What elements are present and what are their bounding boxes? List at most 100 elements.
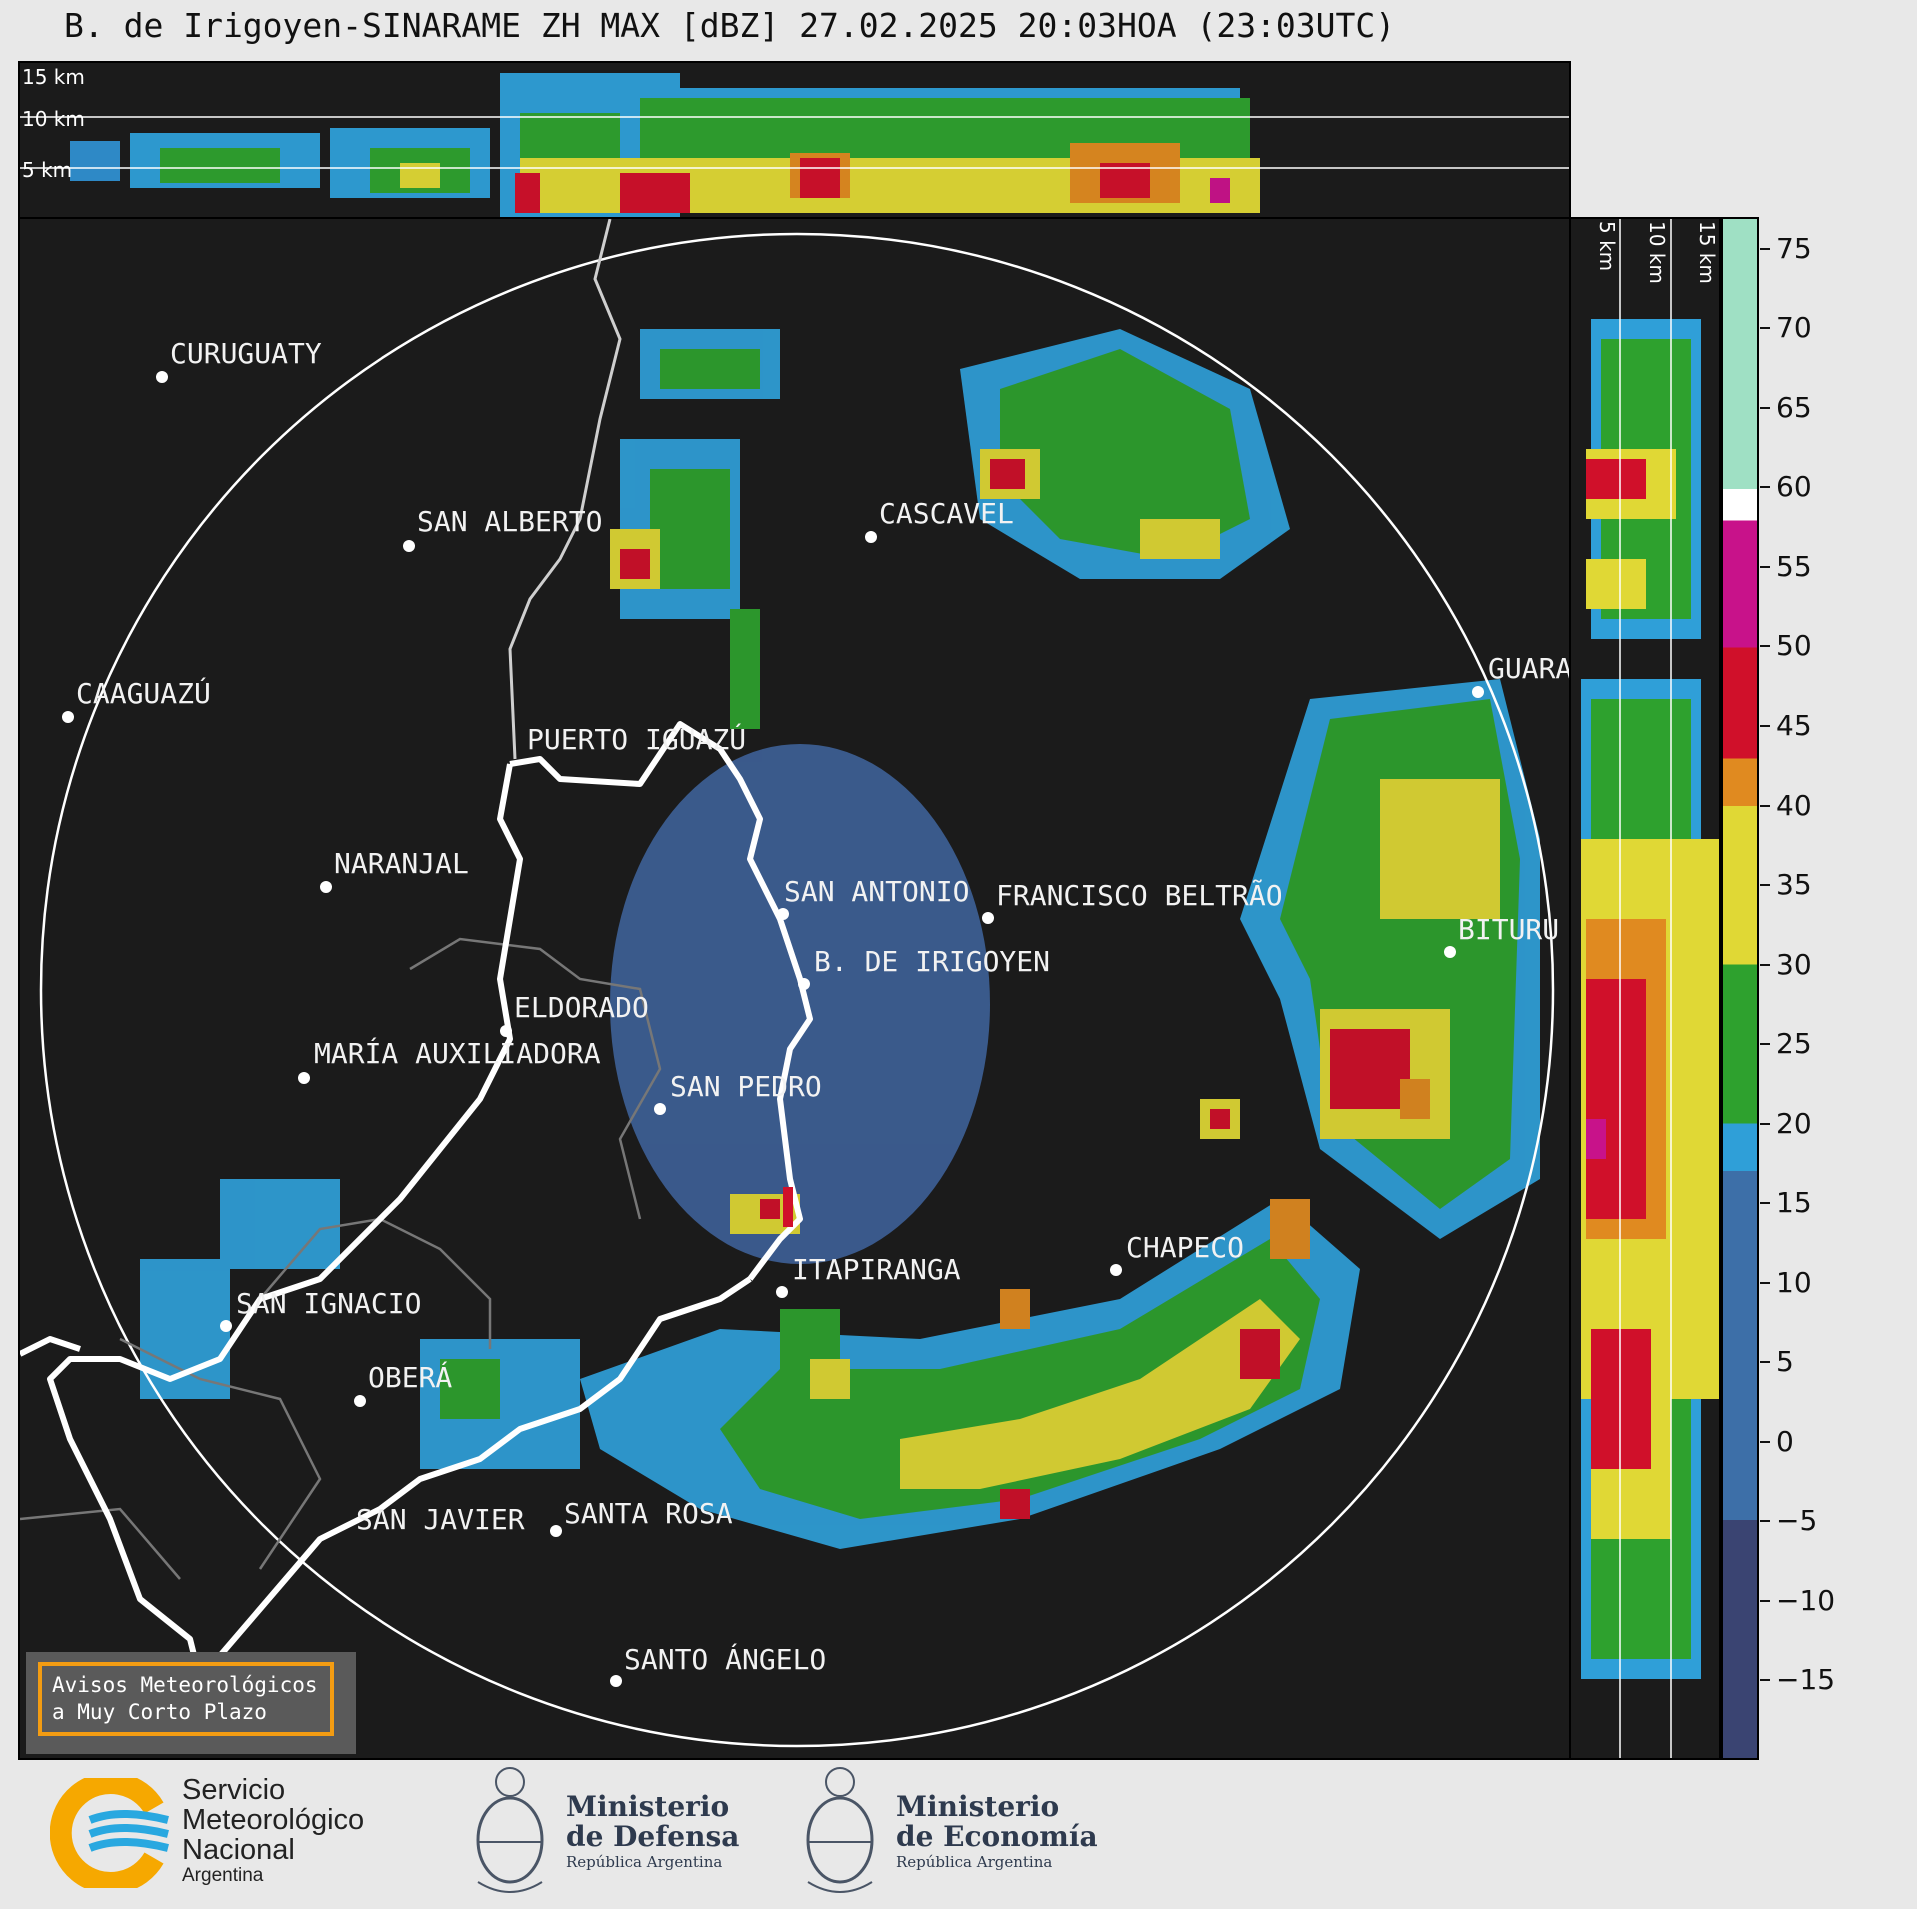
- colorbar-tick-mark: [1760, 1679, 1770, 1682]
- city-label-naranjal: NARANJAL: [334, 847, 469, 880]
- city-label-itapiranga: ITAPIRANGA: [792, 1253, 961, 1286]
- city-label-chapeco: CHAPECO: [1126, 1231, 1245, 1264]
- city-label-maria-auxiliadora: MARÍA AUXILIADORA: [314, 1037, 601, 1070]
- top-altitude-label-5: 5 km: [22, 158, 73, 182]
- smn-line-2: Meteorológico: [182, 1804, 365, 1836]
- colorbar-tick-label: 70: [1776, 311, 1812, 345]
- city-label-eldorado: ELDORADO: [514, 991, 649, 1024]
- colorbar-tick-mark: [1760, 1202, 1770, 1205]
- colorbar-tick-label: 40: [1776, 788, 1812, 822]
- colorbar-tick-label: 5: [1776, 1345, 1794, 1379]
- defensa-seal-icon: [470, 1762, 550, 1906]
- city-label-guara: GUARA: [1488, 652, 1571, 685]
- city-label-santo-angelo: SANTO ÁNGELO: [624, 1643, 827, 1676]
- city-dot-guara: [1472, 686, 1484, 698]
- economia-text: Ministerio de Economía República Argenti…: [896, 1792, 1098, 1872]
- colorbar-tick-mark: [1760, 804, 1770, 807]
- city-dot-b-de-irigoyen: [798, 978, 810, 990]
- smn-text: Servicio Meteorológico Nacional Argentin…: [182, 1775, 364, 1887]
- city-dot-santo-angelo: [610, 1675, 622, 1687]
- economia-line-3: República Argentina: [896, 1853, 1053, 1871]
- colorbar-tick-mark: [1760, 1599, 1770, 1602]
- city-dot-eldorado: [500, 1025, 512, 1037]
- city-label-san-pedro: SAN PEDRO: [670, 1070, 822, 1103]
- top-echo-profile: [20, 73, 1569, 217]
- colorbar-tick-mark: [1760, 884, 1770, 887]
- colorbar-tick-label: 45: [1776, 709, 1812, 743]
- smn-line-4: Argentina: [182, 1865, 264, 1886]
- side-echo-profile: [1581, 219, 1719, 1758]
- city-label-francisco-beltrao: FRANCISCO BELTRÃO: [996, 879, 1283, 912]
- city-label-caaguazu: CAAGUAZÚ: [76, 677, 211, 710]
- colorbar-tick-label: −5: [1776, 1504, 1818, 1538]
- colorbar-tick-label: 10: [1776, 1265, 1812, 1299]
- city-dot-san-pedro: [654, 1103, 666, 1115]
- colorbar-tick-label: 25: [1776, 1027, 1812, 1061]
- colorbar-tick-label: 65: [1776, 390, 1812, 424]
- side-altitude-label-10: 10 km: [1645, 221, 1669, 284]
- colorbar-tick-label: 20: [1776, 1106, 1812, 1140]
- city-dot-san-antonio: [777, 908, 789, 920]
- smn-logo: [49, 1772, 170, 1894]
- city-dot-cascavel: [865, 531, 877, 543]
- city-dot-san-alberto: [403, 540, 415, 552]
- city-label-san-ignacio: SAN IGNACIO: [236, 1287, 422, 1320]
- colorbar-tick-mark: [1760, 725, 1770, 728]
- colorbar-tick-mark: [1760, 1281, 1770, 1284]
- city-label-obera: OBERÁ: [368, 1361, 453, 1394]
- top-altitude-label-15: 15 km: [22, 65, 85, 89]
- colorbar-tick-mark: [1760, 247, 1770, 250]
- colorbar-tick-mark: [1760, 406, 1770, 409]
- dbz-colorbar: [1721, 217, 1759, 1760]
- radar-map-canvas: [20, 219, 1555, 1748]
- top-altitude-label-10: 10 km: [22, 107, 85, 131]
- city-dot-francisco-beltrao: [982, 912, 994, 924]
- colorbar-tick-mark: [1760, 486, 1770, 489]
- colorbar-tick-mark: [1760, 1361, 1770, 1364]
- economia-seal-icon: [800, 1762, 880, 1906]
- defensa-line-2: de Defensa: [566, 1820, 740, 1853]
- colorbar-tick-label: 30: [1776, 947, 1812, 981]
- colorbar-tick-label: 55: [1776, 549, 1812, 583]
- colorbar-tick-label: 75: [1776, 231, 1812, 265]
- city-dot-obera: [354, 1395, 366, 1407]
- colorbar-tick-label: 15: [1776, 1186, 1812, 1220]
- city-dot-bituru: [1444, 946, 1456, 958]
- side-altitude-label-5: 5 km: [1595, 221, 1619, 272]
- side-cross-section-panel: 5 km 10 km 15 km: [1569, 217, 1721, 1760]
- defensa-line-3: República Argentina: [566, 1853, 723, 1871]
- colorbar-tick-label: 0: [1776, 1424, 1794, 1458]
- radar-map-panel[interactable]: CURUGUATY SAN ALBERTO CASCAVEL CAAGUAZÚ …: [18, 217, 1571, 1760]
- city-label-san-javier: SAN JAVIER: [356, 1503, 525, 1536]
- city-label-puerto-iguazu: PUERTO IGUAZÚ: [527, 723, 747, 756]
- colorbar-tick-mark: [1760, 963, 1770, 966]
- city-dot-curuguaty: [156, 371, 168, 383]
- colorbar-tick-mark: [1760, 645, 1770, 648]
- defensa-line-1: Ministerio: [566, 1790, 730, 1823]
- economia-line-2: de Economía: [896, 1820, 1098, 1853]
- notice-frame: Avisos Meteorológicos a Muy Corto Plazo: [38, 1662, 334, 1736]
- side-altitude-label-15: 15 km: [1695, 221, 1719, 284]
- notice-line-2: a Muy Corto Plazo: [52, 1700, 267, 1724]
- colorbar-tick-mark: [1760, 1043, 1770, 1046]
- notice-line-1: Avisos Meteorológicos: [52, 1673, 318, 1697]
- colorbar-tick-label: 50: [1776, 629, 1812, 663]
- city-dot-naranjal: [320, 881, 332, 893]
- city-dot-santa-rosa: [550, 1525, 562, 1537]
- city-dot-caaguazu: [62, 711, 74, 723]
- colorbar-tick-label: −10: [1776, 1583, 1836, 1617]
- city-label-santa-rosa: SANTA ROSA: [564, 1497, 733, 1530]
- city-label-bituru: BITURU: [1458, 913, 1560, 946]
- colorbar-tick-mark: [1760, 1122, 1770, 1125]
- colorbar-tick-label: 35: [1776, 868, 1812, 902]
- notice-box: Avisos Meteorológicos a Muy Corto Plazo: [26, 1652, 356, 1754]
- colorbar-tick-mark: [1760, 1440, 1770, 1443]
- city-dot-maria-auxiliadora: [298, 1072, 310, 1084]
- colorbar-tick-label: −15: [1776, 1663, 1836, 1697]
- map-title: B. de Irigoyen-SINARAME ZH MAX [dBZ] 27.…: [64, 6, 1396, 45]
- city-label-cascavel: CASCAVEL: [879, 497, 1014, 530]
- top-cross-section-panel: 15 km 10 km 5 km: [18, 61, 1571, 219]
- city-label-b-de-irigoyen: B. DE IRIGOYEN: [814, 945, 1051, 978]
- city-label-curuguaty: CURUGUATY: [170, 337, 322, 370]
- smn-logo-icon: [49, 1772, 169, 1894]
